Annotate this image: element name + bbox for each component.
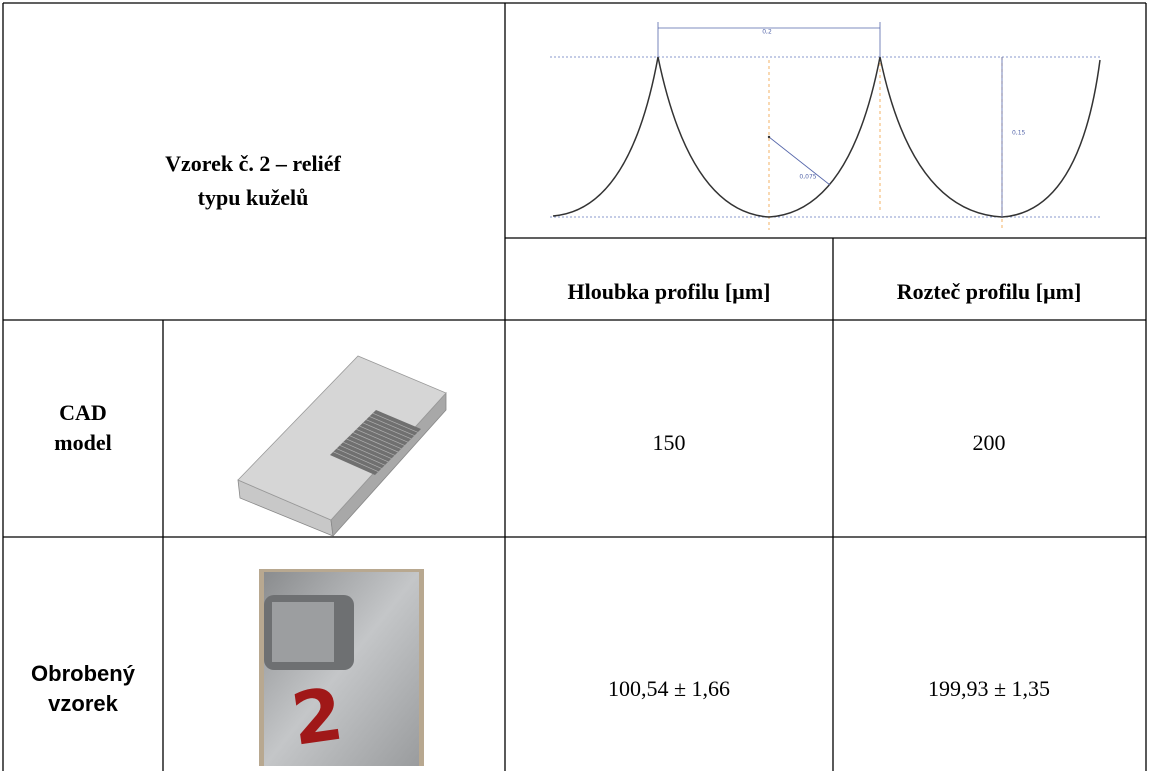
- column-header: Hloubka profilu [µm]: [568, 279, 771, 304]
- sample-photo: 2: [259, 569, 424, 766]
- title-line: typu kuželů: [198, 185, 309, 210]
- svg-text:2: 2: [287, 671, 348, 761]
- groove: [349, 435, 395, 456]
- groove: [346, 438, 392, 459]
- row-label: vzorek: [48, 691, 118, 716]
- groove: [352, 432, 399, 453]
- depth-label: 0,15: [1012, 130, 1026, 137]
- groove: [362, 422, 408, 443]
- row-label: model: [54, 430, 111, 455]
- row-label: CAD: [59, 400, 107, 425]
- groove: [339, 445, 385, 466]
- groove: [359, 425, 405, 446]
- column-header: Rozteč profilu [µm]: [897, 279, 1082, 304]
- radius-label: 0,075: [799, 174, 816, 181]
- groove: [369, 416, 415, 436]
- groove: [333, 451, 379, 473]
- row-label: Obrobený: [31, 661, 136, 686]
- cad-image: [237, 355, 447, 537]
- groove: [366, 419, 412, 440]
- cell-value: 200: [973, 430, 1006, 455]
- groove: [336, 448, 382, 469]
- groove: [372, 412, 418, 433]
- groove: [343, 441, 389, 463]
- pitch-label: 0,2: [762, 29, 772, 36]
- cell-value: 199,93 ± 1,35: [928, 676, 1050, 701]
- cell-value: 100,54 ± 1,66: [608, 676, 730, 701]
- groove: [356, 428, 402, 450]
- title-line: Vzorek č. 2 – reliéf: [165, 151, 341, 176]
- profile-diagram: 0,2 0,075 0,15: [550, 22, 1101, 230]
- cell-value: 150: [653, 430, 686, 455]
